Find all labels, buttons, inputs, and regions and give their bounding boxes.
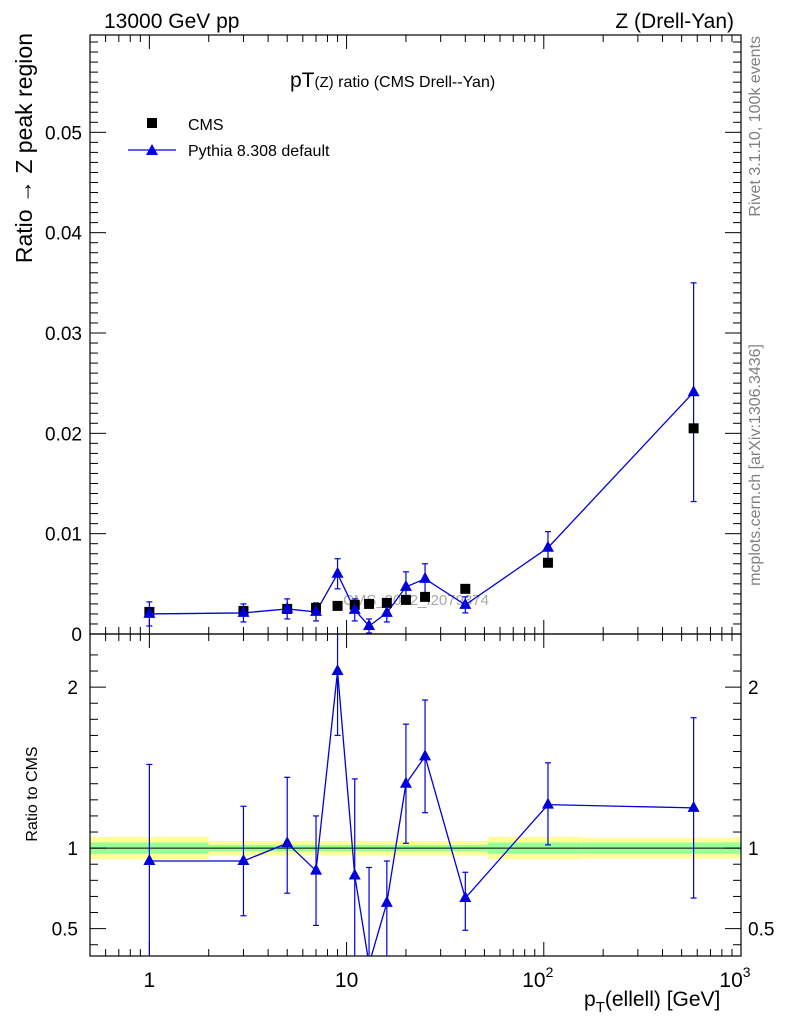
x-axis-title: pT(ellell) [GeV] [584, 988, 720, 1016]
x-axis-title-sub: T [596, 999, 605, 1016]
main-panel-axes: 0 0.01 0.02 0.03 0.04 0.05 [45, 34, 742, 646]
ratio-clipped-group [143, 634, 700, 968]
x-tick-label: 102 [522, 964, 553, 992]
ratio-data-point [459, 891, 472, 903]
ratio-y-tick-label-right: 0.5 [748, 920, 774, 941]
ratio-y-tick-label: 0.5 [52, 920, 78, 941]
x-tick-label: 1 [144, 969, 156, 992]
plot-title-sub: (Z) [315, 74, 334, 91]
ratio-data-point [380, 895, 393, 907]
pythia-data-point [687, 385, 700, 397]
pythia-data-point [541, 540, 554, 552]
ratio-uncertainty-bands [90, 836, 741, 860]
cms-data-point [381, 597, 392, 608]
pythia-data-point [419, 571, 432, 583]
legend-pythia-label: Pythia 8.308 default [188, 143, 330, 160]
ratio-y-tick-label-right: 1 [748, 839, 759, 860]
ratio-panel-frame [89, 633, 742, 957]
y-tick-label: 0.01 [45, 525, 82, 546]
pythia-data-point [459, 597, 472, 609]
pythia-data-point [399, 579, 412, 591]
pythia-data-point [363, 618, 376, 630]
ratio-data-point [363, 957, 375, 968]
pythia-line [149, 391, 695, 627]
cms-data-point [688, 423, 699, 434]
main-y-axis-title: Ratio → Z peak region [11, 33, 37, 263]
pythia-data-point [310, 604, 323, 616]
rivet-version-label: Rivet 3.1.10, 100k events [747, 36, 764, 217]
ratio-data-point [541, 797, 554, 809]
header-left-label: 13000 GeV pp [104, 10, 239, 33]
ratio-y-tick-label-right: 2 [748, 678, 759, 699]
legend: CMS Pythia 8.308 default [128, 117, 330, 160]
ratio-data-point [310, 863, 323, 875]
ratio-data-point [331, 664, 344, 676]
cms-data-point [460, 583, 471, 594]
mcplots-reference-label: mcplots.cern.ch [arXiv:1306.3436] [747, 344, 764, 586]
legend-cms-label: CMS [188, 117, 224, 134]
ratio-data-point [237, 854, 250, 866]
x-tick-label: 103 [719, 964, 750, 992]
ratio-data-point [281, 836, 294, 848]
y-tick-label: 0.04 [45, 224, 82, 245]
pythia-data-point [143, 606, 156, 618]
ratio-data-point [687, 800, 700, 812]
ratio-line [149, 670, 694, 956]
legend-pythia-marker [146, 144, 158, 155]
ratio-y-tick-label: 2 [67, 678, 78, 699]
y-tick-label: 0.02 [45, 424, 82, 445]
header-right-label: Z (Drell-Yan) [615, 10, 734, 33]
main-panel-series [143, 282, 700, 634]
ratio-data-point [348, 868, 361, 880]
ratio-data-point [419, 749, 432, 761]
pythia-data-point [237, 605, 250, 617]
plot-title-rest: ratio (CMS Drell--Yan) [334, 74, 496, 91]
cms-data-point [420, 591, 431, 602]
x-tick-label: 10 [335, 969, 358, 992]
plot-title-main: pT [290, 69, 315, 92]
plot-title: pT(Z) ratio (CMS Drell--Yan) [290, 69, 495, 92]
ratio-panel-series [143, 634, 700, 968]
pythia-data-point [380, 605, 393, 617]
cms-data-point [400, 594, 411, 605]
ratio-data-point [399, 776, 412, 788]
pythia-data-point [348, 602, 361, 614]
y-tick-label: 0.03 [45, 324, 82, 345]
x-axis-title-p: p [584, 988, 596, 1011]
y-tick-label: 0 [71, 625, 82, 646]
ratio-y-tick-label: 1 [67, 839, 78, 860]
cms-data-point [364, 598, 375, 609]
cms-data-point [332, 600, 343, 611]
ratio-panel-axes: 1 10 102 103 0.5 0.5 1 1 2 2 [52, 633, 774, 992]
pythia-data-point [331, 566, 344, 578]
x-axis-title-rest: (ellell) [GeV] [605, 988, 721, 1011]
pythia-data-point [281, 601, 294, 613]
y-tick-label: 0.05 [45, 123, 82, 144]
legend-cms-marker [147, 118, 157, 128]
cms-data-point [542, 557, 553, 568]
ratio-data-point [143, 854, 156, 866]
ratio-y-axis-title: Ratio to CMS [24, 746, 41, 841]
